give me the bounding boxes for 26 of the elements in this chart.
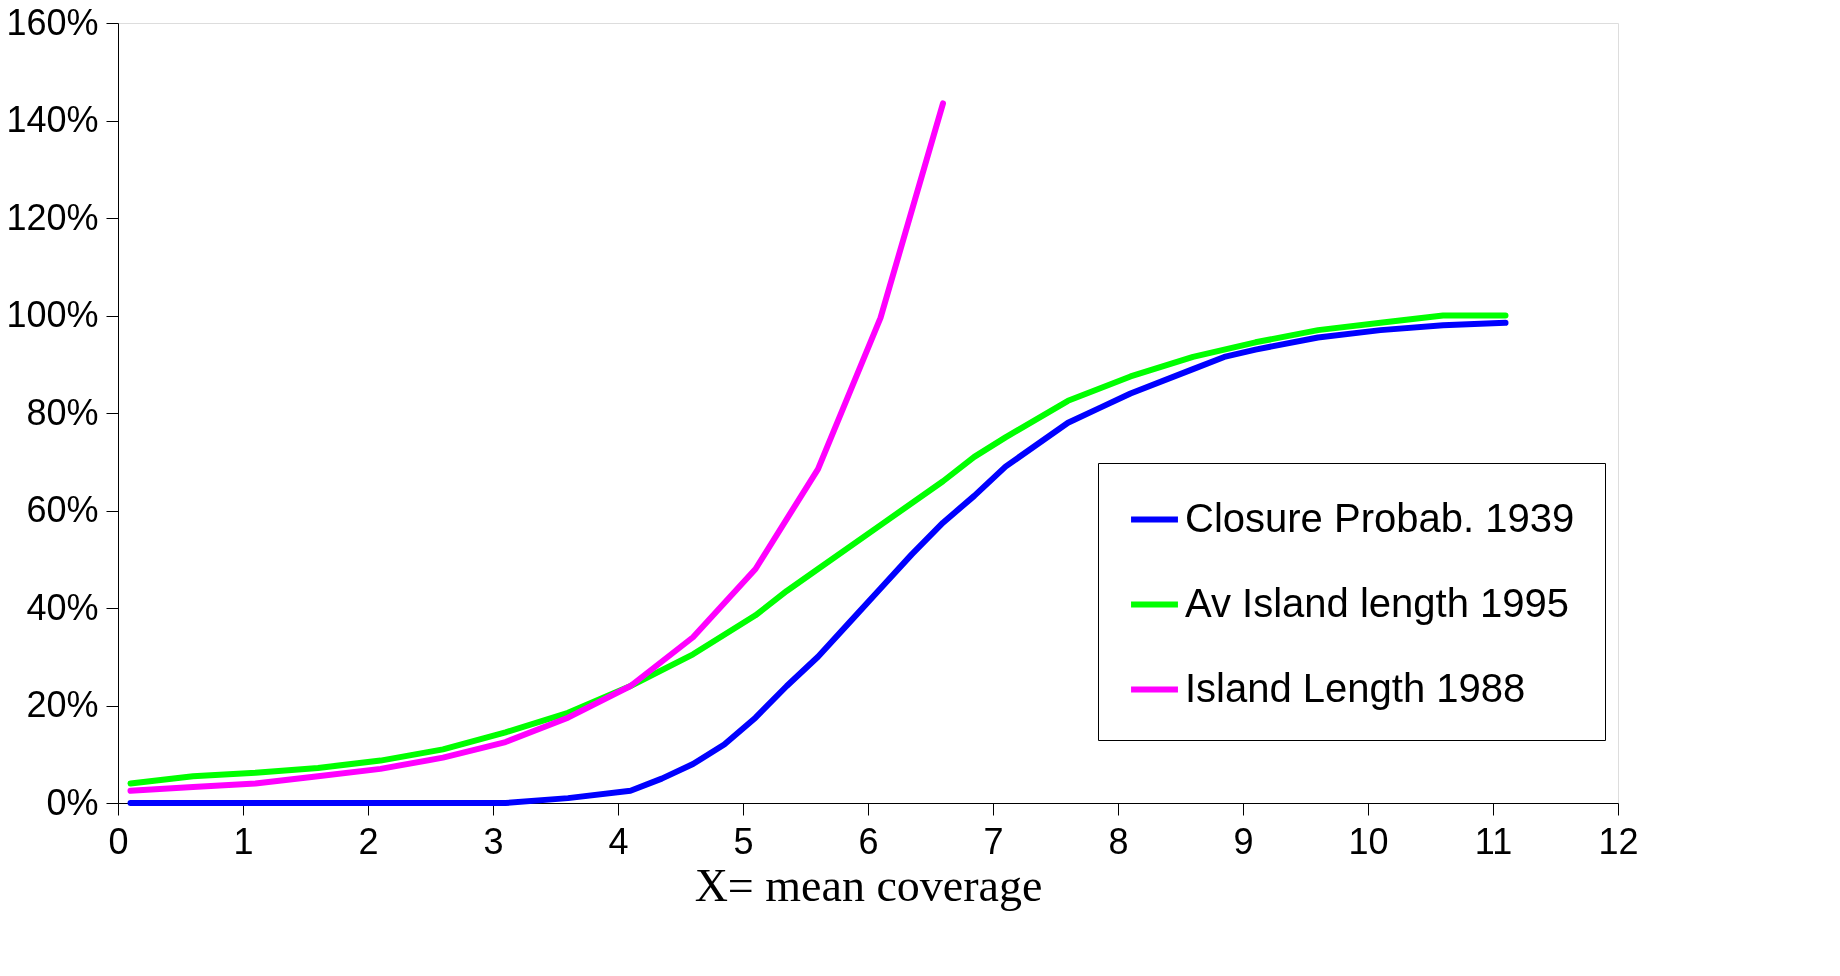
legend-label: Island Length 1988 [1185,665,1526,710]
x-tick-label: 6 [858,820,879,862]
x-tick-label: 10 [1348,820,1389,862]
y-tick-label: 20% [26,684,99,725]
x-tick-label: 5 [733,820,754,862]
y-tick-label: 40% [26,586,99,628]
y-tick-label: 100% [6,294,99,335]
x-tick-label: 1 [233,820,254,862]
y-tick-label: 60% [26,489,99,530]
y-tick-label: 160% [6,1,99,43]
x-tick-label: 8 [1108,820,1129,862]
x-tick-label: 11 [1474,820,1513,862]
x-tick-label: 3 [483,820,504,862]
legend-label: Av Island length 1995 [1185,580,1570,625]
y-tick-label: 120% [6,196,99,238]
x-tick-label: 2 [358,820,379,862]
x-tick-label: 0 [108,820,129,862]
x-tick-label: 12 [1598,820,1639,862]
y-tick-label: 80% [26,391,99,433]
x-axis-title: X= mean coverage [694,859,1043,911]
x-tick-label: 9 [1233,820,1254,862]
y-tick-label: 0% [46,781,99,823]
x-tick-label: 4 [608,820,629,862]
y-tick-label: 140% [6,99,99,140]
legend-label: Closure Probab. 1939 [1185,495,1575,540]
x-tick-label: 7 [983,820,1004,862]
